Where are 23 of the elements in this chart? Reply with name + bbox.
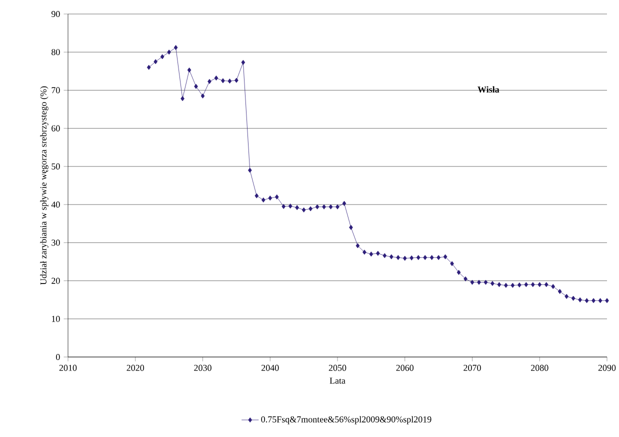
y-tick-label: 10: [52, 316, 60, 322]
y-tick-label: 70: [52, 87, 60, 94]
x-tick-label: 2050: [328, 364, 346, 371]
x-tick-label: 2040: [262, 364, 279, 371]
legend-label: 0.75Fsq&7montee&56%spl2009&90%spl2019: [261, 416, 432, 424]
y-tick-label: 20: [52, 278, 60, 284]
x-tick-label: 2090: [598, 364, 616, 371]
x-tick-label: 2030: [194, 364, 212, 371]
y-axis-title: Udział zarybiania w spływie węgorza srebrzystego (%): [40, 86, 48, 285]
y-tick-label: 60: [52, 125, 60, 132]
x-tick-label: 2060: [396, 364, 414, 371]
y-tick-label: 30: [52, 240, 60, 246]
x-tick-label: 2080: [531, 364, 548, 371]
y-tick-label: 80: [52, 49, 60, 56]
x-tick-label: 2010: [59, 364, 77, 371]
x-tick-label: 2070: [464, 364, 481, 371]
y-tick-label: 90: [51, 10, 60, 18]
x-tick-label: 2020: [126, 364, 144, 371]
y-tick-label: 50: [52, 163, 60, 170]
y-tick-label: 0: [56, 354, 60, 360]
y-tick-label: 40: [51, 202, 60, 208]
x-axis-title: Lata: [330, 378, 346, 384]
annotation: Wisła: [478, 86, 500, 93]
